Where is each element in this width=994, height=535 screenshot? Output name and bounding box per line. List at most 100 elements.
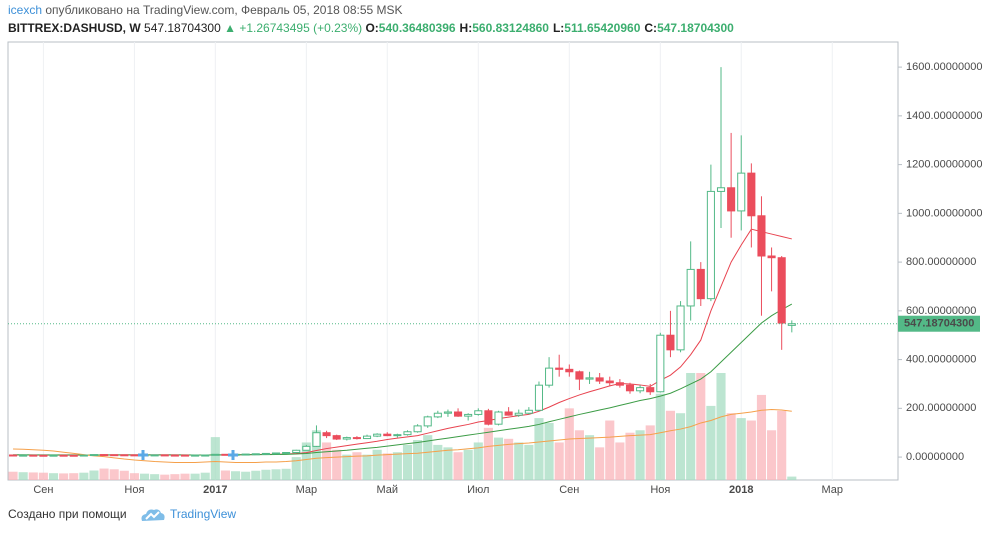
last-price: 547.18704300	[144, 21, 221, 35]
symbol: BITTREX:DASHUSD, W	[8, 21, 141, 35]
candle-body	[615, 382, 624, 386]
volume-bar	[180, 473, 190, 480]
candle-body	[575, 371, 584, 380]
x-tick-label: Сен	[33, 484, 53, 496]
candle-body	[251, 453, 260, 456]
candle-body	[120, 454, 129, 457]
candle-body	[484, 410, 493, 425]
volume-bar	[736, 418, 746, 480]
x-tick-label: Июл	[467, 484, 489, 496]
candle-body	[727, 187, 736, 212]
volume-bar	[139, 473, 150, 480]
volume-bar	[433, 444, 443, 480]
volume-bar	[726, 413, 736, 480]
volume-bar	[271, 469, 281, 480]
author: icexch	[8, 3, 43, 17]
volume-bar	[625, 432, 635, 480]
volume-layer	[8, 372, 797, 480]
header-line: icexch опубликовано на TradingView.com, …	[8, 3, 403, 17]
volume-bar	[200, 472, 210, 480]
x-tick-label: Май	[376, 484, 398, 496]
candle-body	[737, 172, 746, 212]
grid	[42, 42, 833, 480]
volume-bar	[28, 472, 38, 480]
candle-body	[757, 215, 766, 257]
volume-bar	[129, 473, 139, 480]
footer-text: Создано при помощи	[8, 507, 127, 521]
volume-bar	[483, 427, 493, 480]
candle-body	[302, 445, 311, 451]
volume-bar	[493, 437, 504, 480]
candle-body	[19, 454, 28, 457]
candle-body	[393, 434, 402, 437]
plot-frame	[7, 41, 899, 481]
volume-bar	[18, 472, 28, 480]
candle-body	[373, 433, 382, 437]
candle-body	[160, 454, 169, 457]
volume-bar	[574, 430, 584, 480]
symbol-line: BITTREX:DASHUSD, W 547.18704300 ▲ +1.267…	[8, 21, 738, 35]
y-tick-label: 1600.00000000	[906, 61, 982, 73]
volume-bar	[231, 471, 241, 480]
candle-body	[271, 452, 281, 455]
volume-bar	[342, 454, 352, 480]
candle-body	[716, 187, 726, 192]
volume-bar	[615, 442, 625, 480]
candle-body	[464, 413, 473, 417]
volume-bar	[514, 442, 524, 480]
y-tick-label: 800.00000000	[906, 256, 976, 268]
candle-body	[636, 387, 645, 392]
volume-bar	[787, 476, 797, 480]
candle-body	[676, 305, 685, 351]
volume-bar	[322, 442, 332, 480]
candle-body	[342, 437, 351, 440]
tradingview-logo	[141, 509, 165, 521]
volume-bar	[696, 372, 706, 480]
volume-bar	[605, 420, 615, 480]
candle-body	[170, 454, 179, 457]
y-tick-label: 600.00000000	[906, 305, 976, 317]
candle-body	[29, 454, 38, 457]
candle-body	[110, 454, 119, 457]
price-tag	[898, 315, 980, 332]
volume-bar	[524, 444, 534, 480]
y-tick-label: 1000.00000000	[906, 207, 982, 219]
candle-body	[474, 410, 483, 415]
volume-bar	[170, 474, 180, 480]
candle-body	[322, 432, 331, 437]
volume-bar	[160, 474, 170, 480]
x-tick-label: Мар	[821, 484, 843, 496]
volume-bar	[301, 442, 311, 480]
arrow: ▲	[224, 21, 236, 35]
volume-bar	[291, 457, 301, 480]
candle-body	[777, 257, 786, 324]
ohlc-value: 540.36480396	[378, 21, 456, 35]
candle-body	[585, 377, 594, 380]
candle-body	[595, 377, 604, 382]
volume-bar	[251, 470, 261, 480]
candle-body	[130, 454, 139, 457]
volume-bar	[59, 473, 69, 480]
volume-bar	[89, 470, 99, 480]
volume-bar	[544, 422, 554, 480]
y-tick-label: 400.00000000	[906, 353, 976, 365]
volume-bar	[48, 473, 59, 480]
candle-body	[352, 437, 361, 440]
volume-bar	[311, 430, 322, 480]
candle-body	[312, 432, 321, 447]
ohlc: O:540.36480396 H:560.83124860 L:511.654209…	[365, 21, 737, 35]
candle-body	[59, 454, 68, 457]
volume-bar	[220, 470, 230, 480]
volume-bar	[261, 469, 271, 480]
candle-body	[696, 268, 705, 300]
volume-bar	[676, 413, 686, 480]
x-tick-label: Ноя	[124, 484, 144, 496]
candle-body	[241, 453, 250, 456]
volume-bar	[8, 471, 18, 480]
candle-body	[362, 435, 372, 440]
volume-bar	[716, 372, 726, 480]
candle-body	[413, 425, 422, 433]
volume-bar	[756, 394, 767, 480]
footer-brand[interactable]: TradingView	[170, 507, 237, 521]
candle-body	[9, 454, 18, 457]
